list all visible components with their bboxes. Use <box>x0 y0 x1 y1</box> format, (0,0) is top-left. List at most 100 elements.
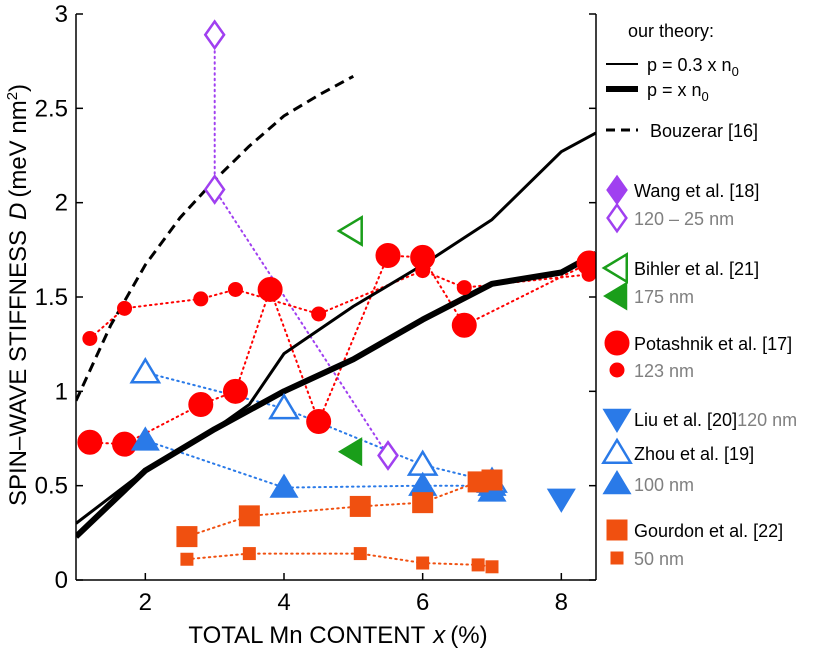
marker-series1-point0 <box>203 19 226 51</box>
connector-9 <box>185 479 493 538</box>
legend-label-wang-sub: 120 – 25 nm <box>634 209 734 229</box>
marker-series10-point2 <box>353 547 367 561</box>
marker-series7-point2 <box>406 449 439 476</box>
marker-series8-point1 <box>269 473 299 498</box>
legend-label-gourdon: Gourdon et al. [22] <box>634 521 783 541</box>
legend-marker-0 <box>606 174 628 206</box>
theory-line-thick <box>76 250 596 539</box>
legend-label-wang: Wang et al. [18] <box>634 181 759 201</box>
legend-label-thin-sub: 0 <box>732 64 739 79</box>
legend-label-bouzerar: Bouzerar [16] <box>650 121 758 141</box>
marker-series1-point1 <box>203 174 226 205</box>
legend-label-thick: p = x n0 <box>647 80 709 104</box>
connector-4 <box>88 254 591 446</box>
y-axis-title: SPIN–WAVE STIFFNESS D (meV nm2) <box>4 84 32 506</box>
marker-series2-point0 <box>336 215 363 247</box>
marker-series9-point5 <box>481 469 503 491</box>
marker-series5-point0 <box>82 331 98 347</box>
legend-marker-7 <box>601 437 633 464</box>
y-axis-title-unit: (meV nm <box>5 100 32 197</box>
legend-label-thin-text: p = 0.3 x n <box>647 55 732 75</box>
y-tick-label-6: 3 <box>55 1 68 28</box>
marker-series9-point1 <box>238 505 260 527</box>
marker-series4-point2 <box>188 392 214 418</box>
marker-series10-point0 <box>180 552 194 566</box>
marker-series10-point5 <box>485 560 499 574</box>
legend-marker-1 <box>606 202 628 234</box>
marker-series10-point4 <box>471 558 485 572</box>
legend-marker-10 <box>610 551 624 565</box>
x-axis-title: TOTAL Mn CONTENT x (%) <box>188 622 487 649</box>
marker-series4-point4 <box>257 276 283 302</box>
legend-label-liu-text: Liu et al. [20] <box>634 410 737 430</box>
y-tick-label-0: 0 <box>55 567 68 594</box>
x-axis-title-main: TOTAL Mn CONTENT <box>188 622 425 649</box>
legend-label-gourdon-sub: 50 nm <box>634 549 684 569</box>
marker-series4-point0 <box>77 429 103 455</box>
x-tick-label-1: 4 <box>277 589 290 616</box>
y-axis-title-var: D <box>5 203 32 220</box>
marker-series4-point6 <box>375 242 401 268</box>
y-axis-title-unit-close: ) <box>5 84 32 92</box>
y-tick-label-2: 1 <box>55 378 68 405</box>
legend-label-thick-sub: 0 <box>702 89 709 104</box>
legend-marker-3 <box>603 281 628 311</box>
legend-label-thin: p = 0.3 x n0 <box>647 55 739 79</box>
marker-series5-point1 <box>117 300 133 316</box>
marker-series5-point6 <box>456 280 472 296</box>
marker-series9-point3 <box>412 492 434 514</box>
legend-marker-6 <box>602 408 632 433</box>
legend-marker-5 <box>609 362 625 378</box>
marker-series10-point1 <box>242 547 256 561</box>
connector-10 <box>185 552 493 568</box>
legend-marker-4 <box>604 330 630 356</box>
legend-marker-8 <box>602 470 632 495</box>
legend-heading: our theory: <box>628 21 714 41</box>
legend-label-potashnik: Potashnik et al. [17] <box>634 334 792 354</box>
marker-series8-point0 <box>130 426 160 451</box>
marker-series7-point0 <box>129 357 162 384</box>
marker-series4-point5 <box>306 409 332 435</box>
marker-series4-point1 <box>112 431 138 457</box>
marker-series9-point2 <box>349 495 371 517</box>
y-tick-label-4: 2 <box>55 190 68 217</box>
axes-layer: 2 4 6 8 0 0.5 1 1.5 2 2.5 3 <box>35 1 597 616</box>
marker-series6-point0 <box>546 488 576 513</box>
marker-series9-point0 <box>176 526 198 548</box>
marker-series5-point3 <box>227 281 243 297</box>
x-axis-title-unit: (%) <box>450 622 487 649</box>
legend-marker-2 <box>601 252 628 284</box>
legend-label-zhou: Zhou et al. [19] <box>634 444 754 464</box>
y-tick-label-1: 0.5 <box>35 473 68 500</box>
legend-label-bihler-sub: 175 nm <box>634 287 694 307</box>
legend-label-bihler: Bihler et al. [21] <box>634 259 759 279</box>
marker-series10-point3 <box>416 556 430 570</box>
x-tick-label-2: 6 <box>416 589 429 616</box>
legend-label-zhou-sub: 100 nm <box>634 475 694 495</box>
y-axis-title-unit-sup: 2 <box>4 92 21 100</box>
connector-8 <box>144 439 493 493</box>
marker-series3-point0 <box>337 437 363 467</box>
legend-label-thick-text: p = x n <box>647 80 702 100</box>
marker-series8-point2 <box>408 471 438 496</box>
marker-series5-point7 <box>581 266 596 282</box>
marker-series7-point1 <box>268 392 300 420</box>
y-tick-label-3: 1.5 <box>35 284 68 311</box>
y-axis-title-main: SPIN–WAVE STIFFNESS <box>5 230 32 506</box>
legend-markers <box>601 174 633 565</box>
legend: our theory: p = 0.3 x n0 p = x n0 Bouzer… <box>601 21 797 569</box>
marker-series5-point2 <box>193 291 209 307</box>
marker-series1-point2 <box>377 440 399 471</box>
series-layer <box>76 19 596 574</box>
y-tick-label-5: 2.5 <box>35 95 68 122</box>
connector-7 <box>144 371 493 483</box>
legend-label-liu-sub: 120 nm <box>737 410 797 430</box>
marker-series4-point3 <box>222 378 248 404</box>
marker-series5-point4 <box>311 306 327 322</box>
x-tick-label-3: 8 <box>555 589 568 616</box>
x-axis-title-var: x <box>432 622 446 649</box>
legend-marker-9 <box>606 519 628 541</box>
legend-label-potashnik-sub: 123 nm <box>634 361 694 381</box>
x-tick-label-0: 2 <box>139 589 152 616</box>
